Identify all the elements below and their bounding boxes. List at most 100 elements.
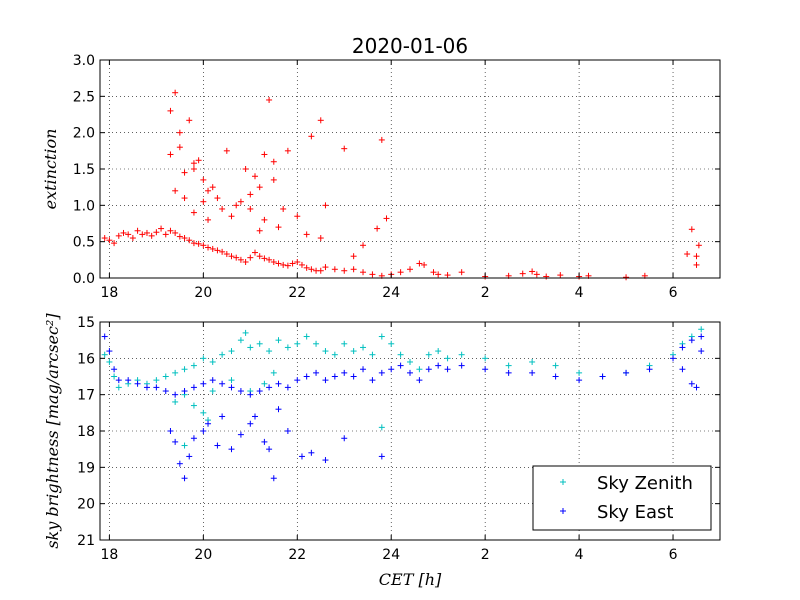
sky-brightness-point-series-0 xyxy=(388,340,395,347)
extinction-point-series-0 xyxy=(270,259,277,266)
extinction-point-series-0 xyxy=(176,129,183,136)
extinction-point-series-0 xyxy=(134,227,141,234)
sky-brightness-point-series-0 xyxy=(369,351,376,358)
extinction-point-series-0 xyxy=(322,264,329,271)
extinction-point-series-0 xyxy=(695,242,702,249)
extinction-x-tick-label: 18 xyxy=(100,285,118,301)
sky-brightness-point-series-1 xyxy=(266,446,273,453)
extinction-y-tick-label: 1.0 xyxy=(73,198,95,214)
extinction-point-series-0 xyxy=(270,158,277,165)
extinction-point-series-0 xyxy=(200,176,207,183)
extinction-point-series-0 xyxy=(247,254,254,261)
sky-brightness-point-series-1 xyxy=(200,380,207,387)
sky-brightness-point-series-0 xyxy=(350,348,357,355)
sky-brightness-point-series-1 xyxy=(200,428,207,434)
sky-brightness-point-series-1 xyxy=(482,366,489,373)
extinction-point-series-0 xyxy=(153,229,160,236)
extinction-point-series-0 xyxy=(176,233,183,240)
sky-brightness-point-series-0 xyxy=(360,344,367,351)
sky-brightness-point-series-0 xyxy=(505,362,512,369)
extinction-point-series-0 xyxy=(261,151,268,158)
sky-brightness-point-series-0 xyxy=(270,369,277,376)
sky-brightness-point-series-1 xyxy=(378,453,385,460)
sky-brightness-point-series-0 xyxy=(237,337,244,344)
sky-brightness-point-series-1 xyxy=(101,333,108,340)
sky-brightness-point-series-1 xyxy=(190,435,197,442)
sky-brightness-point-series-0 xyxy=(529,358,536,365)
sky-brightness-point-series-0 xyxy=(200,355,207,362)
sky-brightness-y-tick-label: 21 xyxy=(77,533,95,549)
extinction-point-series-0 xyxy=(242,259,249,266)
extinction-point-series-0 xyxy=(256,184,263,191)
extinction-point-series-0 xyxy=(181,235,188,242)
extinction-point-series-0 xyxy=(303,231,310,238)
extinction-point-series-0 xyxy=(237,198,244,205)
extinction-point-series-0 xyxy=(317,117,324,124)
extinction-point-series-0 xyxy=(181,195,188,202)
sky-brightness-point-series-1 xyxy=(111,366,118,373)
sky-brightness-point-series-1 xyxy=(256,388,263,395)
extinction-point-series-0 xyxy=(458,269,465,276)
sky-brightness-point-series-0 xyxy=(397,351,404,358)
extinction-point-series-0 xyxy=(252,173,258,180)
sky-brightness-point-series-1 xyxy=(237,388,244,395)
sky-brightness-y-label: sky brightness [mag/arcsec²] xyxy=(43,313,62,549)
extinction-point-series-0 xyxy=(350,253,357,260)
sky-brightness-point-series-0 xyxy=(209,358,216,365)
sky-brightness-point-series-1 xyxy=(458,362,465,369)
extinction-point-series-0 xyxy=(237,256,244,263)
sky-brightness-y-tick-label: 17 xyxy=(77,388,95,404)
chart-title: 2020-01-06 xyxy=(352,34,468,58)
sky-brightness-point-series-0 xyxy=(284,344,291,351)
sky-brightness-point-series-0 xyxy=(256,340,263,347)
extinction-point-series-0 xyxy=(308,133,315,140)
extinction-y-tick-label: 0.0 xyxy=(73,271,95,287)
sky-brightness-x-tick-label: 18 xyxy=(100,547,118,563)
extinction-point-series-0 xyxy=(294,259,301,266)
sky-brightness-point-series-1 xyxy=(388,366,395,373)
extinction-point-series-0 xyxy=(407,266,413,273)
extinction-point-series-0 xyxy=(242,166,249,172)
sky-brightness-point-series-1 xyxy=(599,373,606,380)
sky-brightness-point-series-1 xyxy=(153,384,160,391)
extinction-point-series-0 xyxy=(374,225,381,232)
extinction-point-series-0 xyxy=(139,231,146,238)
extinction-y-tick-label: 0.5 xyxy=(73,235,95,251)
sky-brightness-point-series-0 xyxy=(444,355,451,362)
sky-brightness-point-series-0 xyxy=(106,358,113,365)
sky-brightness-point-series-1 xyxy=(219,380,226,387)
sky-brightness-point-series-1 xyxy=(360,366,367,373)
extinction-point-series-0 xyxy=(688,226,695,233)
sky-brightness-point-series-1 xyxy=(247,391,254,398)
extinction-point-series-0 xyxy=(397,269,404,276)
sky-brightness-point-series-0 xyxy=(115,384,122,391)
extinction-point-series-0 xyxy=(205,187,212,194)
sky-brightness-point-series-1 xyxy=(125,377,132,384)
extinction-point-series-0 xyxy=(383,215,390,222)
extinction-x-tick-label: 22 xyxy=(288,285,306,301)
sky-brightness-x-tick-label: 6 xyxy=(669,547,678,563)
sky-brightness-point-series-0 xyxy=(153,377,160,384)
sky-brightness-x-tick-label: 20 xyxy=(194,547,212,563)
extinction-point-series-0 xyxy=(195,240,202,247)
extinction-point-series-0 xyxy=(693,253,700,260)
sky-brightness-point-series-1 xyxy=(693,384,700,391)
sky-brightness-point-series-0 xyxy=(378,333,385,340)
extinction-point-series-0 xyxy=(167,151,174,158)
extinction-panel: 18 20 22 24 2 4 60.00.51.01.52.02.53.0 extinct… xyxy=(41,53,721,301)
legend: Sky Zenith Sky East xyxy=(532,465,712,531)
extinction-point-series-0 xyxy=(148,232,155,239)
sky-brightness-point-series-1 xyxy=(270,475,277,482)
extinction-point-series-0 xyxy=(341,145,348,152)
extinction-point-series-0 xyxy=(101,235,108,242)
sky-brightness-point-series-0 xyxy=(228,348,235,355)
sky-brightness-point-series-0 xyxy=(294,340,301,347)
sky-brightness-point-series-1 xyxy=(341,369,348,376)
sky-brightness-point-series-0 xyxy=(322,348,329,355)
extinction-y-tick-label: 2.0 xyxy=(73,126,95,142)
extinction-point-series-0 xyxy=(190,166,197,172)
sky-brightness-point-series-0 xyxy=(242,329,249,336)
legend-label-sky-east: Sky East xyxy=(597,502,673,523)
